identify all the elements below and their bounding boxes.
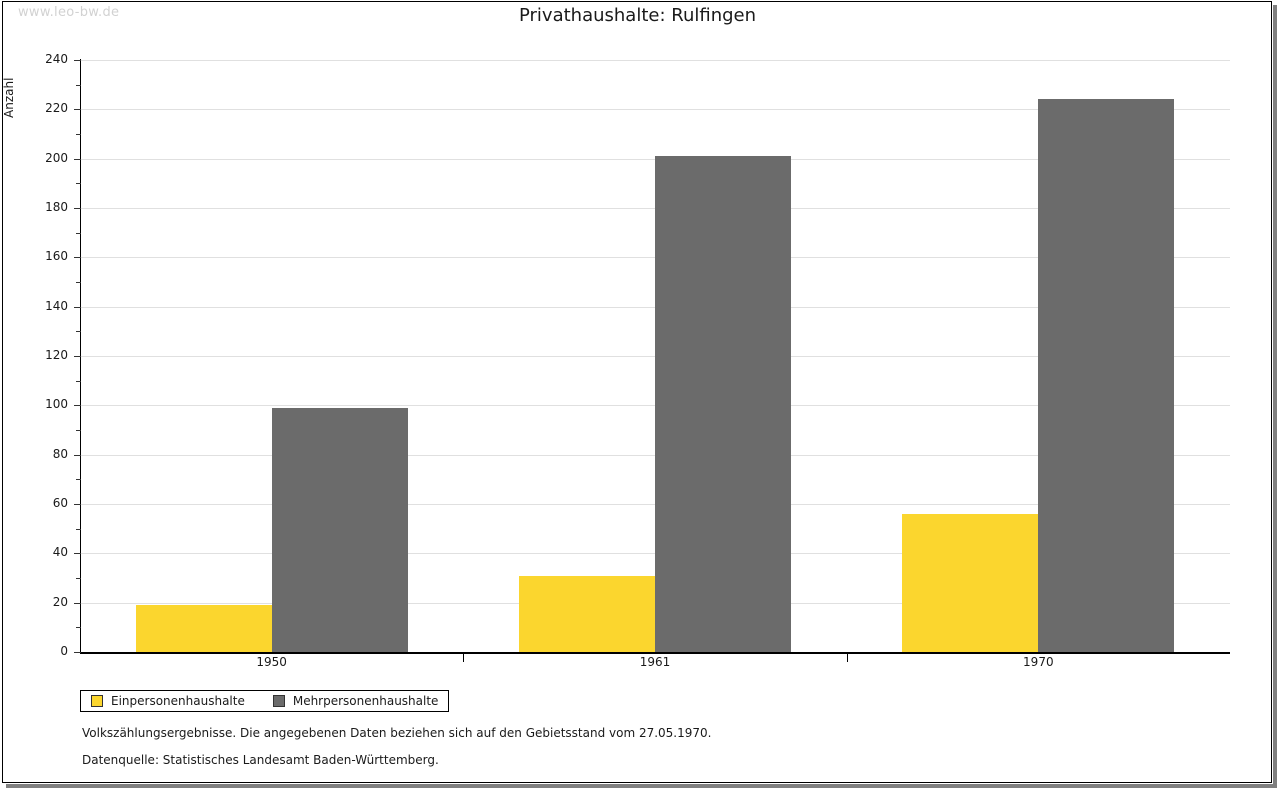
- x-axis-line: [80, 652, 1230, 654]
- y-axis-minor-tick: [76, 528, 81, 530]
- y-axis-minor-tick: [76, 479, 81, 481]
- chart-legend: Einpersonenhaushalte Mehrpersonenhaushalt…: [80, 690, 450, 712]
- y-axis-tick-label: 0: [60, 644, 68, 658]
- y-axis-tick: [74, 405, 81, 407]
- y-axis-minor-tick: [76, 627, 81, 629]
- y-axis-tick: [74, 109, 81, 111]
- bar-1961-mehrpersonenhaushalte[interactable]: [655, 156, 791, 652]
- y-axis-tick-label: 40: [52, 545, 68, 560]
- bar-1970-mehrpersonenhaushalte[interactable]: [1038, 99, 1175, 652]
- y-axis-tick: [74, 306, 81, 308]
- bar-1961-einpersonenhaushalte[interactable]: [519, 575, 655, 652]
- x-axis-tick-label: 1970: [1023, 655, 1054, 669]
- gridline: [80, 60, 1230, 61]
- chart-title: Privathaushalte: Rulfingen: [518, 5, 757, 26]
- x-axis-tick: [846, 654, 848, 662]
- bar-1970-einpersonenhaushalte[interactable]: [902, 513, 1039, 652]
- y-axis-tick: [74, 504, 81, 505]
- y-axis-tick-label: 140: [45, 298, 68, 313]
- frame-shadow-right: [1273, 5, 1277, 787]
- legend-item-einpersonenhaushalte[interactable]: Einpersonenhaushalte: [91, 694, 245, 708]
- y-axis-tick-label: 240: [45, 52, 68, 66]
- frame-shadow-bottom: [6, 784, 1277, 788]
- y-axis-tick: [74, 208, 81, 209]
- y-axis-minor-tick: [76, 134, 81, 135]
- footnote-note: Volkszählungsergebnisse. Die angegebenen…: [82, 726, 712, 740]
- x-axis-tick-label: 1950: [256, 655, 287, 669]
- y-axis-tick-label: 60: [52, 496, 68, 510]
- y-axis-tick-label: 180: [45, 200, 68, 214]
- y-axis-tick: [74, 356, 81, 357]
- y-axis-tick-label: 220: [45, 101, 68, 116]
- footnote-source: Datenquelle: Statistisches Landesamt Bad…: [82, 753, 439, 767]
- x-axis-tick-label: 1961: [639, 655, 671, 669]
- bar-1950-mehrpersonenhaushalte[interactable]: [271, 407, 408, 652]
- y-axis-tick: [74, 602, 81, 604]
- y-axis-tick: [74, 257, 81, 259]
- y-axis-minor-tick: [76, 84, 81, 86]
- plot-area: [80, 60, 1230, 652]
- legend-label: Einpersonenhaushalte: [111, 694, 245, 708]
- y-axis-label: Anzahl: [2, 77, 16, 118]
- y-axis-minor-tick: [76, 578, 81, 579]
- y-axis-minor-tick: [76, 380, 81, 382]
- legend-label: Mehrpersonenhaushalte: [292, 694, 439, 708]
- bar-1950-einpersonenhaushalte[interactable]: [135, 605, 272, 652]
- y-axis-tick-label: 20: [52, 594, 68, 609]
- y-axis-minor-tick: [76, 183, 81, 185]
- y-axis-tick-label: 120: [45, 348, 68, 362]
- y-axis-tick-label: 80: [52, 446, 68, 461]
- y-axis-minor-tick: [76, 430, 81, 431]
- y-axis-minor-tick: [76, 282, 81, 283]
- y-axis-tick: [74, 652, 81, 653]
- y-axis-tick: [74, 454, 81, 456]
- y-axis-tick: [74, 60, 81, 61]
- legend-swatch-icon: [272, 695, 285, 707]
- y-axis-minor-tick: [76, 232, 81, 234]
- y-axis-tick-label: 200: [45, 150, 68, 165]
- y-axis-tick: [74, 553, 81, 555]
- y-axis-tick: [74, 158, 81, 160]
- watermark-text: www.leo-bw.de: [18, 5, 120, 20]
- legend-item-mehrpersonenhaushalte[interactable]: Mehrpersonenhaushalte: [272, 694, 439, 708]
- x-axis-tick: [463, 654, 465, 662]
- y-axis-tick-label: 100: [45, 397, 68, 412]
- gridline: [80, 109, 1230, 111]
- y-axis-minor-tick: [76, 331, 81, 333]
- y-axis-tick-label: 160: [45, 249, 68, 264]
- legend-swatch-icon: [91, 695, 103, 707]
